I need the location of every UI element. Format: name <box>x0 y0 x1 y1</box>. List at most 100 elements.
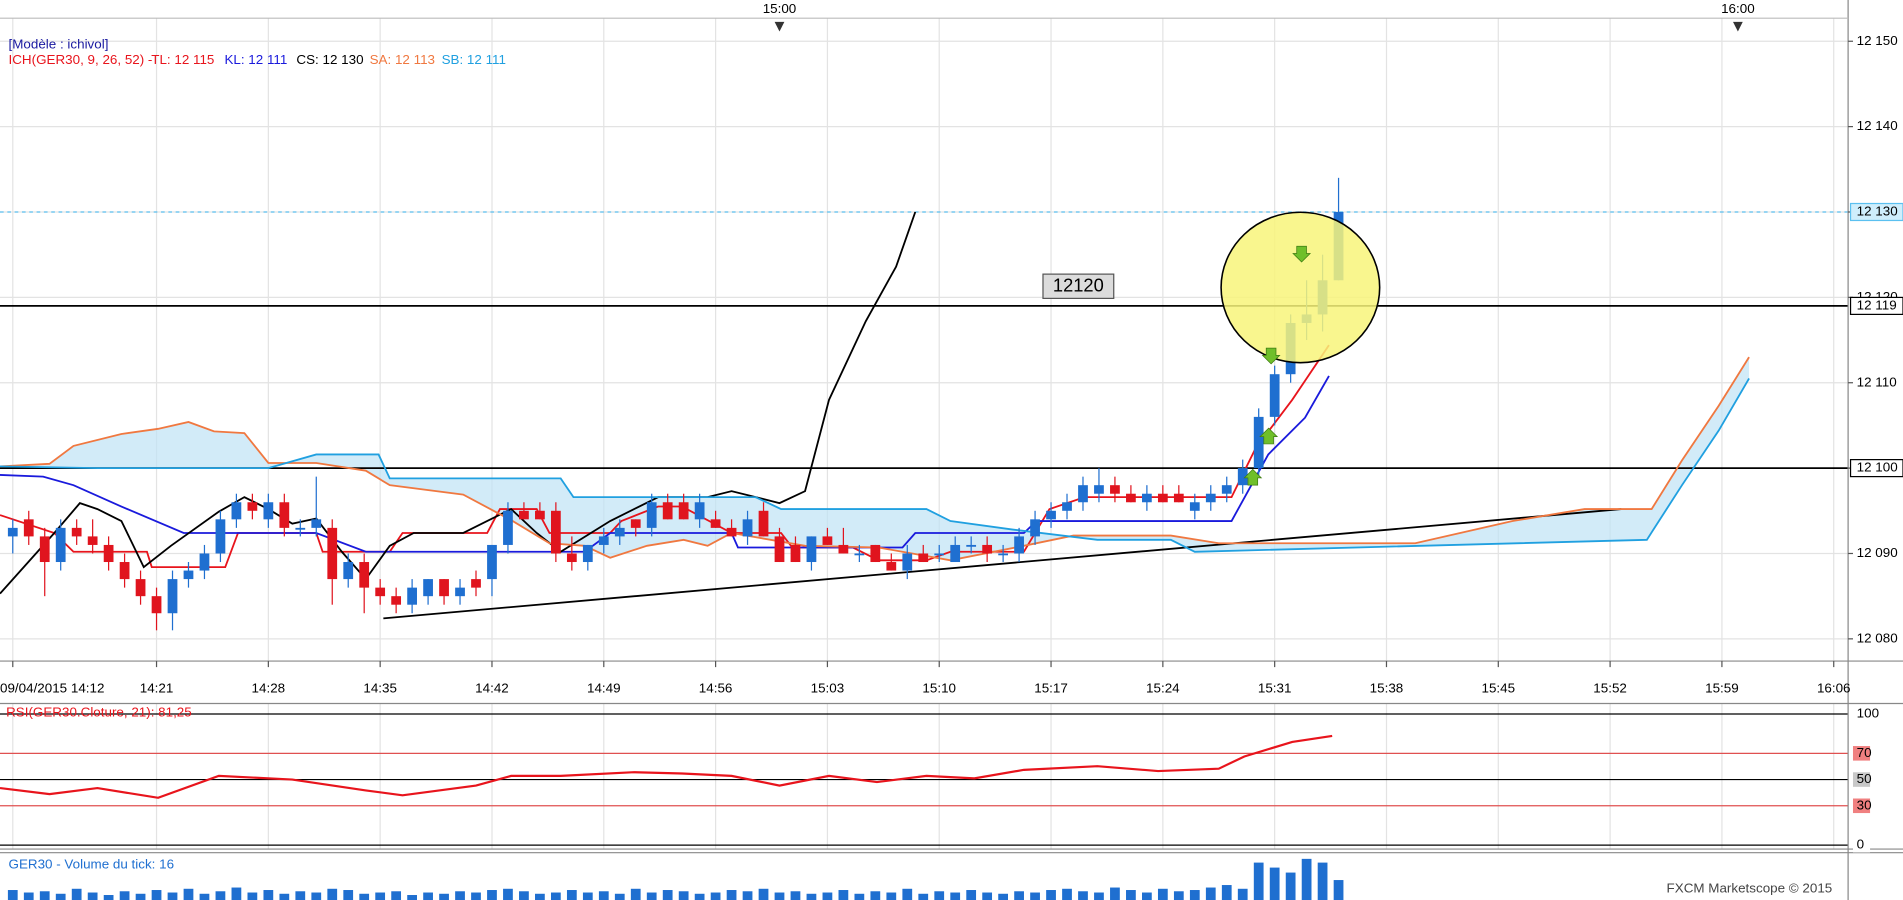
candle-body <box>167 579 178 614</box>
rsi-tick-label: 50 <box>1857 771 1872 786</box>
rsi-title: RSI(GER30.Cloture, 21): 81,25 <box>6 705 192 720</box>
x-tick-label: 14:56 <box>699 681 733 696</box>
volume-bar <box>886 892 897 900</box>
candle-body <box>774 536 785 563</box>
volume-bar <box>23 892 34 900</box>
indicator-line <box>0 211 917 595</box>
volume-bar <box>519 891 529 900</box>
volume-bar <box>1046 890 1056 900</box>
model-label: [Modèle : ichivol] <box>9 36 109 51</box>
x-tick-label: 15:17 <box>1034 681 1068 696</box>
volume-bar <box>407 895 417 900</box>
candle-body <box>1110 485 1120 494</box>
candle-body <box>487 544 497 580</box>
rsi-tick-bg <box>1852 772 1871 787</box>
volume-bar <box>934 891 945 900</box>
candle-body <box>1030 519 1040 537</box>
volume-bar <box>870 891 881 900</box>
volume-bar <box>1126 890 1136 900</box>
legend-entry: SA: 12 113 <box>370 52 435 67</box>
indicator-line <box>0 378 1750 553</box>
highlight-circle <box>1220 211 1381 364</box>
candle-body <box>1237 468 1248 486</box>
candle-body <box>758 510 769 537</box>
volume-bar <box>279 893 290 900</box>
rsi-tick-label: 70 <box>1857 745 1872 760</box>
arrow-down <box>1261 347 1281 365</box>
cloud-layer <box>0 357 1750 561</box>
candle-body <box>918 553 929 563</box>
top-tick-label: 16:00 <box>1721 1 1755 16</box>
arrow-up <box>1243 468 1263 486</box>
x-tick-label: 15:38 <box>1370 681 1404 696</box>
rsi-line <box>0 734 1333 799</box>
candle-body <box>391 596 402 605</box>
x-tick-label: 14:49 <box>587 681 621 696</box>
volume-bar <box>183 888 194 900</box>
candle-body <box>7 527 18 537</box>
volume-bar <box>39 891 50 900</box>
candle-body <box>582 544 593 563</box>
candle-body <box>1078 485 1088 503</box>
volume-bar <box>726 890 737 900</box>
volume-bar <box>263 890 274 900</box>
volume-bar <box>1301 858 1312 900</box>
x-tick-label: 15:10 <box>922 681 956 696</box>
candle-body <box>375 587 386 597</box>
candle-body <box>710 519 721 528</box>
volume-bar <box>359 893 370 900</box>
candle-body <box>55 527 66 563</box>
volume-bar <box>646 892 657 900</box>
volume-bar <box>1173 891 1184 900</box>
x-tick-label: 14:21 <box>140 681 174 696</box>
top-tick-marker <box>1733 21 1743 32</box>
candle-body <box>790 544 801 563</box>
y-tick-label: 12 090 <box>1857 545 1898 560</box>
candle-body <box>39 536 50 563</box>
volume-bar <box>87 892 98 900</box>
x-tick-label: 14:42 <box>475 681 509 696</box>
candle-body <box>662 502 673 520</box>
volume-bar <box>1237 888 1248 900</box>
volume-bar <box>71 888 82 900</box>
candle-body <box>726 527 737 537</box>
candle-body <box>934 553 945 556</box>
legend-entry: TL: 12 115 <box>151 52 214 67</box>
candle-body <box>455 587 465 597</box>
ichimoku-cloud <box>0 357 1750 561</box>
volume-bar <box>1221 885 1232 900</box>
candle-body <box>694 502 705 520</box>
candle-body <box>598 536 609 545</box>
candle-body <box>439 579 449 597</box>
indicator-line <box>0 344 1330 569</box>
volume-bar <box>199 893 210 900</box>
candle-body <box>1189 502 1200 511</box>
volume-bar <box>694 893 705 900</box>
candle-body <box>151 596 162 614</box>
volume-bar <box>598 891 609 900</box>
candle-body <box>87 536 98 545</box>
candle-body <box>950 544 961 563</box>
candle-body <box>998 553 1008 556</box>
y-tick-label: 12 110 <box>1857 374 1897 389</box>
top-tick-label: 15:00 <box>763 1 797 16</box>
volume-bar <box>1157 888 1168 900</box>
volume-bar <box>119 891 130 900</box>
candle-body <box>359 562 370 588</box>
volume-bar <box>487 890 497 900</box>
price-annotation: 12120 <box>1042 273 1115 299</box>
candle-body <box>1269 374 1280 417</box>
candle-body <box>519 510 529 520</box>
volume-bar <box>535 893 545 900</box>
volume-bar <box>806 893 817 900</box>
candle-body <box>886 562 897 571</box>
candle-body <box>1253 416 1264 469</box>
top-tick-marker <box>774 21 785 32</box>
volume-bar <box>1062 888 1072 900</box>
candle-body <box>231 502 242 520</box>
volume-bar <box>1030 892 1040 900</box>
candle-body <box>247 502 258 511</box>
candle-body <box>263 502 274 520</box>
candle-body <box>870 544 881 563</box>
